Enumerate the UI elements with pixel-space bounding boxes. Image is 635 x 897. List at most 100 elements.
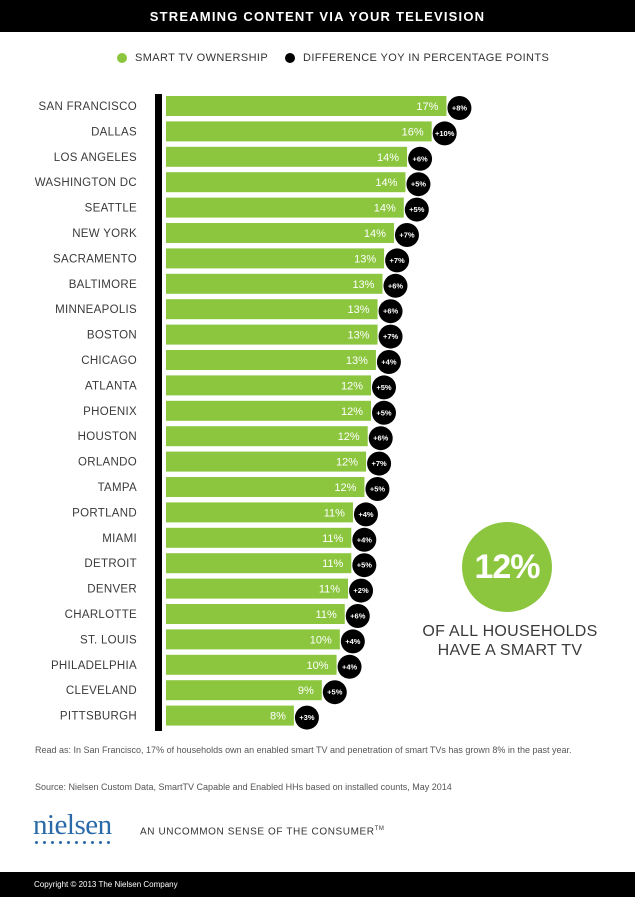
yoy-label: +4% xyxy=(357,535,373,544)
callout-line-1: OF ALL HOUSEHOLDS xyxy=(422,623,598,640)
yoy-marker xyxy=(349,578,374,603)
tagline-text: AN UNCOMMON SENSE OF THE CONSUMER xyxy=(140,826,375,838)
category-label: DETROIT xyxy=(84,558,137,570)
bar-value-label: 9% xyxy=(298,685,314,697)
yoy-marker xyxy=(376,350,401,374)
legend-item-ownership: SMART TV OWNERSHIP xyxy=(117,52,268,64)
bar-value-label: 14% xyxy=(375,177,397,189)
bar xyxy=(166,502,353,523)
category-label: SAN FRANCISCO xyxy=(39,101,137,113)
callout-line-2: HAVE A SMART TV xyxy=(437,642,583,659)
yoy-marker xyxy=(345,604,370,628)
yoy-marker xyxy=(340,629,365,654)
bar xyxy=(166,553,352,574)
bar-value-label: 12% xyxy=(334,482,356,494)
bar xyxy=(166,705,294,726)
yoy-label: +6% xyxy=(373,434,389,443)
yoy-label: +6% xyxy=(350,612,366,621)
bar-value-label: 8% xyxy=(270,711,286,723)
yoy-label: +3% xyxy=(299,713,315,722)
yoy-marker xyxy=(352,527,377,552)
bar-value-label: 13% xyxy=(352,279,374,291)
category-label: CHARLOTTE xyxy=(65,609,137,621)
legend-swatch-ownership xyxy=(117,53,127,63)
yoy-marker xyxy=(337,654,362,679)
yoy-marker xyxy=(378,324,403,349)
logo-wordmark: nielsen xyxy=(33,809,112,841)
yoy-marker xyxy=(383,273,408,298)
bar-value-label: 11% xyxy=(324,507,345,519)
category-label: WASHINGTON DC xyxy=(35,177,137,189)
bar-value-label: 17% xyxy=(416,101,438,113)
category-label: PITTSBURGH xyxy=(60,711,137,723)
bar xyxy=(166,654,337,675)
bar xyxy=(166,172,406,193)
yoy-label: +5% xyxy=(327,688,343,697)
category-label: BALTIMORE xyxy=(69,279,137,291)
yoy-label: +6% xyxy=(412,154,428,163)
category-label: MIAMI xyxy=(102,533,137,545)
yoy-label: +4% xyxy=(358,510,374,519)
bar-value-label: 14% xyxy=(377,152,399,164)
bar xyxy=(166,451,367,472)
nielsen-logo: nielsen xyxy=(33,810,112,844)
yoy-marker xyxy=(394,223,419,247)
bar xyxy=(166,273,383,294)
legend-label-ownership: SMART TV OWNERSHIP xyxy=(135,52,269,64)
yoy-marker xyxy=(368,426,393,451)
bar-value-label: 12% xyxy=(341,406,363,418)
bar xyxy=(166,680,322,701)
yoy-label: +2% xyxy=(353,586,369,595)
logo-dots xyxy=(35,841,112,844)
bar xyxy=(166,324,378,345)
yoy-label: +5% xyxy=(376,383,392,392)
bar-value-label: 13% xyxy=(348,304,370,316)
bar xyxy=(166,350,376,370)
yoy-label: +4% xyxy=(345,637,361,646)
tagline: AN UNCOMMON SENSE OF THE CONSUMERTM xyxy=(140,826,385,837)
bar-value-label: 11% xyxy=(316,609,337,621)
category-label: ST. LOUIS xyxy=(80,634,137,646)
category-label: PHOENIX xyxy=(83,406,137,418)
bar xyxy=(166,477,365,497)
yoy-marker xyxy=(404,197,429,222)
category-label: PHILADELPHIA xyxy=(51,660,137,672)
category-label: DENVER xyxy=(87,584,137,596)
yoy-label: +5% xyxy=(409,205,425,214)
yoy-label: +4% xyxy=(381,358,397,367)
category-label: BOSTON xyxy=(87,330,137,342)
legend: SMART TV OWNERSHIP DIFFERENCE YOY IN PER… xyxy=(0,52,635,66)
yoy-marker xyxy=(372,400,396,425)
bar xyxy=(166,223,394,243)
yoy-label: +7% xyxy=(371,459,387,468)
bar-value-label: 12% xyxy=(338,431,360,443)
yoy-marker xyxy=(378,299,403,324)
category-label: NEW YORK xyxy=(72,228,137,240)
bar-value-label: 13% xyxy=(354,253,376,265)
yoy-label: +10% xyxy=(435,129,455,138)
source-note: Source: Nielsen Custom Data, SmartTV Cap… xyxy=(35,782,452,792)
bar xyxy=(166,426,368,447)
yoy-marker xyxy=(352,553,377,578)
yoy-label: +5% xyxy=(376,408,392,417)
bar xyxy=(166,248,385,269)
category-label: SACRAMENTO xyxy=(53,253,137,265)
title-bar: STREAMING CONTENT VIA YOUR TELEVISION xyxy=(0,0,635,32)
yoy-label: +4% xyxy=(342,662,358,671)
trademark: TM xyxy=(374,826,385,832)
callout-circle: 12% xyxy=(462,522,552,612)
yoy-marker xyxy=(322,680,347,705)
callout-text: OF ALL HOUSEHOLDS HAVE A SMART TV xyxy=(410,622,610,660)
bar-value-label: 11% xyxy=(319,584,340,596)
bar-value-label: 10% xyxy=(310,634,332,646)
yoy-label: +5% xyxy=(357,561,373,570)
bar xyxy=(166,400,371,421)
bar xyxy=(166,604,345,624)
category-label: LOS ANGELES xyxy=(54,152,137,164)
yoy-label: +7% xyxy=(390,256,406,265)
copyright: Copyright © 2013 The Nielsen Company xyxy=(34,880,178,889)
category-label: CLEVELAND xyxy=(66,685,137,697)
yoy-marker xyxy=(372,375,396,400)
yoy-label: +5% xyxy=(411,180,427,189)
